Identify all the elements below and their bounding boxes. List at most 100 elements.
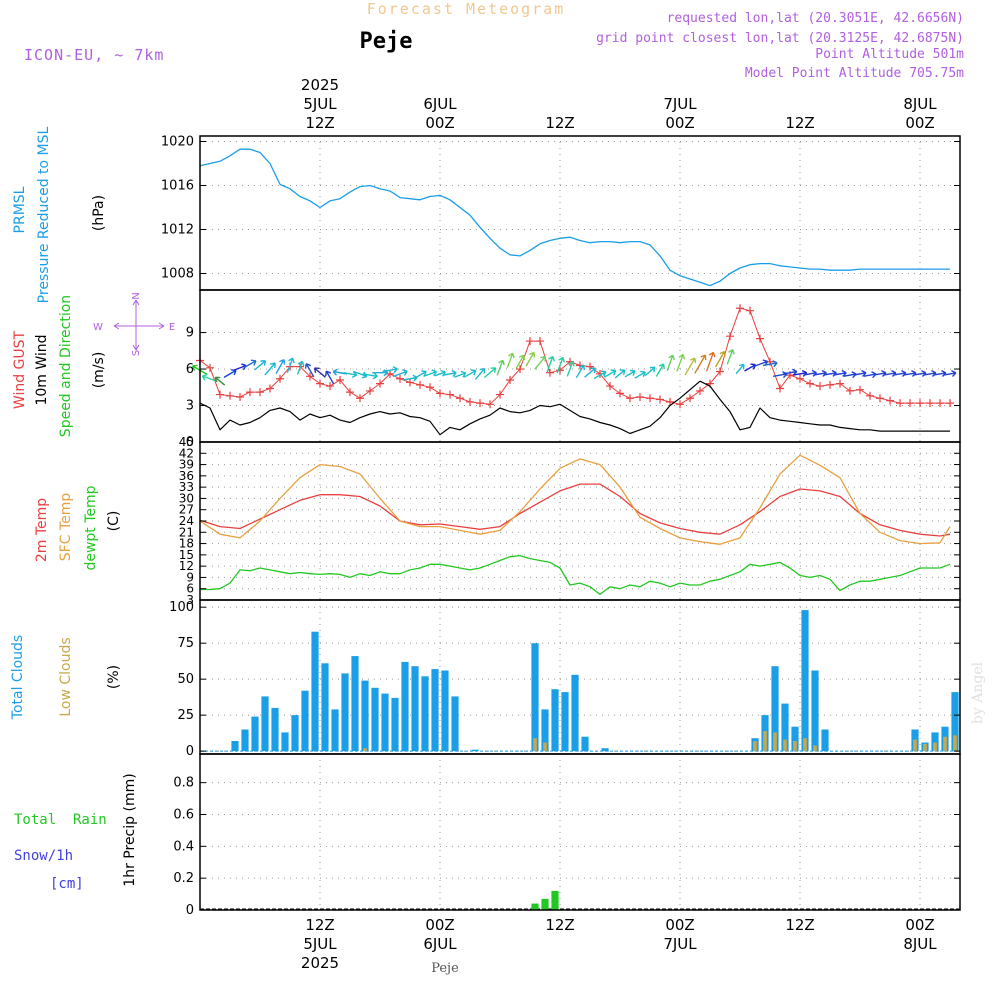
time-label-bottom: 12Z [305,916,334,934]
wind-direction-arrow [214,376,226,386]
wind-direction-arrow [833,369,847,377]
total-cloud-bar [341,673,349,752]
total-cloud-bar [281,732,289,752]
data-layer [191,148,960,910]
total-cloud-bar [771,666,779,752]
gust-marker [376,379,384,388]
wind-direction-arrow [666,354,675,372]
total-cloud-bar [951,692,959,752]
total-cloud-bar [931,732,939,752]
wind-direction-arrow [624,369,636,378]
wind-direction-arrow [454,370,467,378]
gust-marker [526,337,534,346]
total-cloud-bar [421,676,429,752]
time-label-top: 00Z [905,114,934,132]
ytick-label: 0.8 [173,776,194,791]
wind-unit: (m/s) [91,352,107,389]
gust-marker [246,388,254,397]
low-cloud-bar [913,739,917,752]
gust-marker [556,366,564,375]
gust-marker [416,380,424,389]
wind-direction-arrow [525,351,536,367]
total-cloud-bar [791,726,799,752]
ytick-label: 27 [179,503,194,517]
panel-frame [199,135,961,291]
cloud-panel-labels: Total Clouds Low Clouds (%) [10,635,122,720]
point-altitude: Point Altitude 501m [815,47,964,62]
wind-direction-arrow [201,373,218,383]
ytick-label: 39 [179,458,194,472]
low-cloud-bar [783,739,787,752]
footer-location: Peje [431,961,459,976]
low-cloud-bar [953,735,957,752]
gust-marker [216,390,224,399]
total-cloud-bar [551,689,559,752]
low-cloud-bar [363,748,367,752]
gust-marker [926,399,934,408]
ytick-label: 36 [179,469,194,483]
pressure-unit: (hPa) [91,195,107,231]
total-cloud-bar [331,709,339,752]
wind-direction-arrow [286,357,295,373]
gust-marker [646,394,654,403]
compass-s: S [131,350,142,356]
wind-direction-arrow [275,358,286,374]
compass-arrows [113,299,165,351]
wind-direction-arrow [694,354,707,374]
time-label-bottom: 6JUL [423,935,457,953]
gust-marker [346,388,354,397]
axes-layer [199,135,961,911]
t2m-line [199,483,951,537]
total-cloud-bar [441,670,449,752]
cloud-unit: (%) [106,665,122,689]
sfc-temp-line [199,454,951,545]
total-cloud-bar [381,693,389,752]
wind-direction-arrow [762,360,778,368]
wind-direction-arrow [332,368,348,376]
wind-direction-arrow [943,369,957,377]
ytick-label: 1008 [161,267,194,282]
gust-marker [326,382,334,391]
wind-direction-arrow [423,369,438,377]
wind-direction-arrow [726,349,735,365]
ytick-label: 24 [179,514,194,528]
total-cloud-bar [311,631,319,752]
ytick-label: 9 [186,326,194,341]
gust-marker [676,400,684,409]
gust-marker [896,399,904,408]
total-cloud-bar [251,716,259,752]
gust-marker [836,379,844,388]
wind-direction-arrow [463,369,477,378]
compass-n: N [131,292,142,299]
wind-panel-labels: Wind GUST 10m Wind Speed and Direction (… [12,292,175,437]
temp-panel-labels: 2m Temp SFC Temp dewpt Temp (C) [34,485,122,570]
gust-marker [336,375,344,384]
time-label-top: 12Z [305,114,334,132]
sfc-temp-label: SFC Temp [58,493,74,562]
compass-w: W [93,322,103,333]
time-label-bottom: 00Z [905,916,934,934]
rain-bar [531,903,539,910]
time-label-bottom: 12Z [785,916,814,934]
wind-speed-line [199,380,950,436]
wind-direction-arrow [584,367,597,378]
ytick-label: 1012 [161,223,194,238]
gust-marker [716,367,724,376]
low-cloud-bar [933,742,937,752]
rain-label: Total Rain [14,812,107,828]
wind-direction-arrow [296,360,305,375]
time-label-bottom: 2025 [301,954,339,972]
prmsl-label: PRMSL [12,186,28,233]
wind-direction-arrow [443,369,457,377]
ytick-label: 50 [177,672,194,687]
total-cloud-bar [321,663,329,752]
gust-marker [726,332,734,341]
gust-marker [666,397,674,406]
dewpt-line [200,554,951,596]
ytick-label: 75 [177,636,194,651]
wind-direction-arrow [223,369,237,379]
gust-marker [536,337,544,346]
wind-direction-arrow [556,356,565,374]
gust-label: Wind GUST [12,330,28,409]
